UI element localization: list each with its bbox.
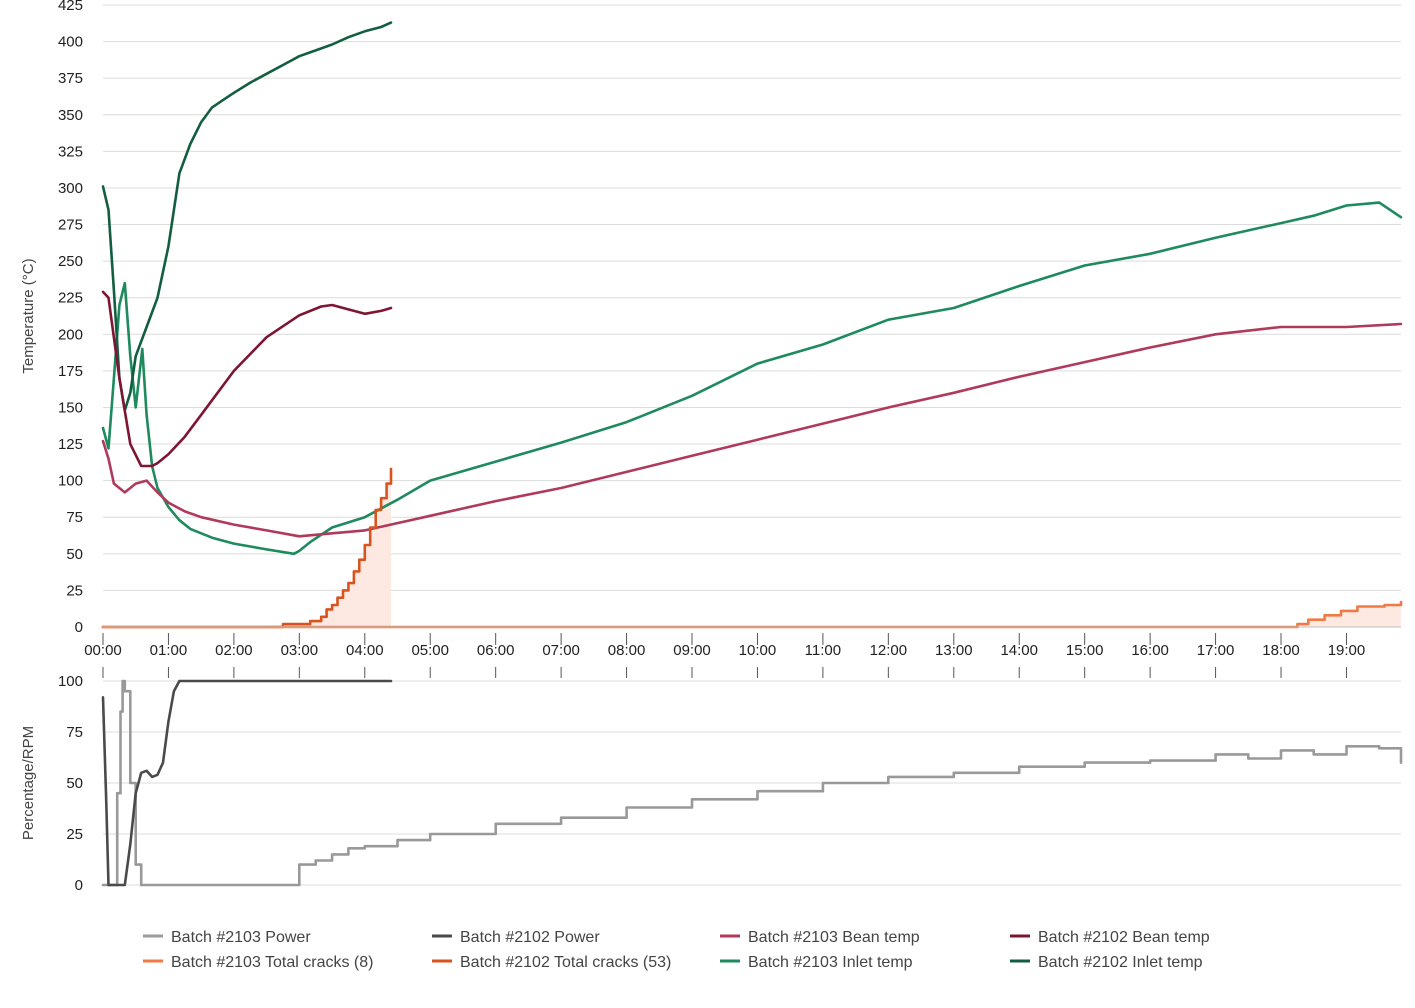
legend: Batch #2103 Power Batch #2102 Power Batch … — [143, 929, 1210, 971]
batch-2103-bean-temp-line — [101, 322, 1403, 538]
batch-2102-total-cracks-53-line — [101, 467, 393, 629]
xtick-1700: 17:00 — [1197, 642, 1235, 659]
legend-item-batch-2102-inlet-temp: Batch #2102 Inlet temp — [1010, 954, 1203, 971]
ytick-temp-300: 300 — [58, 180, 83, 197]
temperature-tick-labels: 0 25 50 75 100 125 150 175 200 225 250 275 300 325 350… — [58, 0, 83, 636]
ytick-temp-325: 325 — [58, 143, 83, 160]
temperature-axis-title: Temperature (°C) — [20, 258, 37, 373]
legend-item-batch-2102-total-cracks-53: Batch #2102 Total cracks (53) — [432, 954, 671, 971]
xtick-0100: 01:00 — [150, 642, 188, 659]
xtick-0700: 07:00 — [542, 642, 580, 659]
ytick-power-0: 0 — [75, 877, 83, 894]
ytick-power-25: 25 — [66, 826, 83, 843]
xtick-1400: 14:00 — [1000, 642, 1038, 659]
ytick-temp-75: 75 — [66, 509, 83, 526]
ytick-temp-175: 175 — [58, 363, 83, 380]
power-series-lines — [101, 679, 1403, 887]
batch-2102-power-line — [101, 679, 393, 887]
legend-label: Batch #2103 Power — [171, 929, 311, 946]
xtick-0400: 04:00 — [346, 642, 384, 659]
batch-2102-inlet-temp-line — [101, 21, 393, 412]
xtick-1900: 19:00 — [1328, 642, 1366, 659]
time-axis: 00:00 01:00 02:00 03:00 04:00 05:00 06:00 07:00… — [84, 626, 1401, 678]
xtick-0500: 05:00 — [411, 642, 449, 659]
legend-item-batch-2102-power: Batch #2102 Power — [432, 929, 600, 946]
ytick-temp-200: 200 — [58, 326, 83, 343]
legend-item-batch-2103-total-cracks-8: Batch #2103 Total cracks (8) — [143, 954, 373, 971]
ytick-temp-100: 100 — [58, 473, 83, 490]
xtick-1500: 15:00 — [1066, 642, 1104, 659]
legend-label: Batch #2103 Bean temp — [748, 929, 920, 946]
xtick-1100: 11:00 — [805, 642, 841, 659]
ytick-temp-150: 150 — [58, 399, 83, 416]
xtick-1000: 10:00 — [739, 642, 777, 659]
legend-label: Batch #2102 Bean temp — [1038, 929, 1210, 946]
legend-item-batch-2103-power: Batch #2103 Power — [143, 929, 311, 946]
legend-item-batch-2102-bean-temp: Batch #2102 Bean temp — [1010, 929, 1210, 946]
xtick-0900: 09:00 — [673, 642, 711, 659]
legend-label: Batch #2102 Total cracks (53) — [460, 954, 671, 971]
power-tick-labels: 0 25 50 75 100 — [58, 673, 83, 894]
ytick-temp-0: 0 — [75, 619, 83, 636]
legend-label: Batch #2102 Power — [460, 929, 600, 946]
temperature-gridlines — [103, 4, 1401, 628]
batch-2103-inlet-temp-line — [101, 201, 1403, 556]
ytick-power-75: 75 — [66, 724, 83, 741]
legend-label: Batch #2102 Inlet temp — [1038, 954, 1203, 971]
ytick-temp-225: 225 — [58, 290, 83, 307]
batch-2103-total-cracks-8-line — [101, 600, 1403, 629]
crack-fill-areas — [103, 468, 1401, 627]
batch-2102-bean-temp-line — [101, 290, 393, 468]
ytick-temp-350: 350 — [58, 107, 83, 124]
legend-item-batch-2103-bean-temp: Batch #2103 Bean temp — [720, 929, 920, 946]
ytick-temp-425: 425 — [58, 0, 83, 14]
ytick-power-100: 100 — [58, 673, 83, 690]
xtick-0600: 06:00 — [477, 642, 515, 659]
power-gridlines — [103, 680, 1401, 886]
xtick-1200: 12:00 — [870, 642, 908, 659]
xtick-1300: 13:00 — [935, 642, 973, 659]
temperature-series-lines — [101, 21, 1403, 629]
ytick-temp-275: 275 — [58, 217, 83, 234]
xtick-0200: 02:00 — [215, 642, 253, 659]
ytick-temp-125: 125 — [58, 436, 83, 453]
xtick-1600: 16:00 — [1131, 642, 1169, 659]
legend-label: Batch #2103 Inlet temp — [748, 954, 913, 971]
batch-2102-total-cracks-53-fill — [103, 468, 391, 627]
xtick-1800: 18:00 — [1262, 642, 1300, 659]
xtick-0300: 03:00 — [281, 642, 319, 659]
ytick-temp-25: 25 — [66, 582, 83, 599]
ytick-temp-400: 400 — [58, 34, 83, 51]
power-axis-title: Percentage/RPM — [20, 726, 37, 840]
xtick-0800: 08:00 — [608, 642, 646, 659]
ytick-temp-250: 250 — [58, 253, 83, 270]
legend-label: Batch #2103 Total cracks (8) — [171, 954, 373, 971]
legend-item-batch-2103-inlet-temp: Batch #2103 Inlet temp — [720, 954, 913, 971]
ytick-temp-50: 50 — [66, 546, 83, 563]
ytick-temp-375: 375 — [58, 70, 83, 87]
xtick-0000: 00:00 — [84, 642, 122, 659]
batch-2103-power-line — [101, 679, 1403, 887]
ytick-power-50: 50 — [66, 775, 83, 792]
